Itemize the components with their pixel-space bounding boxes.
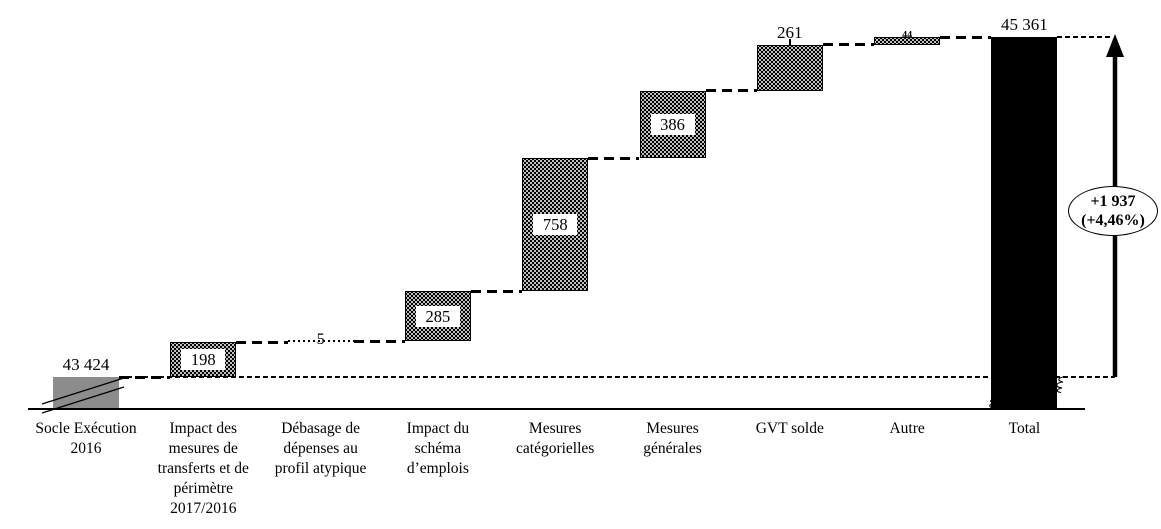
connector-line [822, 43, 875, 47]
category-label: Mesures générales [643, 420, 702, 457]
bar-value-label: 45 361 [1001, 15, 1048, 34]
zero-value-line [287, 340, 354, 343]
bar-autre [874, 37, 941, 45]
category-label: Débasage de dépenses au profil atypique [274, 420, 367, 477]
value-tick [789, 38, 791, 45]
bar-value-label: 43 424 [62, 355, 110, 374]
total-level-dashed-line [1057, 36, 1112, 38]
bar-gvt-solde [756, 44, 823, 91]
category-label: Total [1008, 420, 1041, 437]
growth-percent-label: (+4,46%) [1081, 212, 1145, 229]
baseline-dashed-line [119, 376, 1115, 378]
connector-line [588, 156, 640, 160]
category-label: GVT solde [755, 420, 824, 437]
bar-value-label: 758 [533, 214, 578, 236]
category-label: Mesures catégorielles [516, 420, 595, 457]
category-label: Socle Exécution 2016 [35, 420, 137, 457]
bar-value-label: 5 [316, 331, 325, 349]
category-label: Impact des mesures de transferts et de p… [157, 420, 249, 517]
connector-line [119, 375, 171, 379]
connector-line [940, 35, 992, 39]
category-label: Autre [889, 420, 925, 437]
bar-socle-execution-2016 [53, 377, 119, 409]
bar-value-label: 386 [650, 113, 695, 135]
growth-delta-label: +1 937 [1090, 193, 1136, 210]
connector-line [236, 340, 288, 344]
bar-value-label: 44 [902, 30, 913, 41]
growth-annotation: +1 937 (+4,46%) [1068, 186, 1158, 236]
category-label: Impact du schéma d’emplois [406, 420, 470, 477]
connector-line [470, 289, 523, 293]
bar-value-label: 261 [777, 22, 803, 42]
bar-value-label: 285 [415, 305, 460, 327]
x-axis-line [28, 408, 1085, 410]
connector-line [705, 89, 757, 93]
connector-line [353, 339, 405, 343]
bar-value-label: 198 [181, 349, 226, 371]
bar-total [991, 37, 1058, 409]
